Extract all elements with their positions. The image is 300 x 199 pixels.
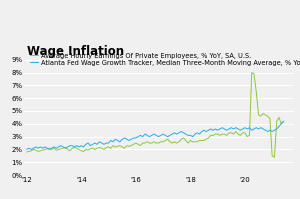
Atlanta Fed Wage Growth Tracker, Median Three-Month Moving Average, % YoY, U.S.: [25, 148, 28, 151]
Atlanta Fed Wage Growth Tracker, Median Three-Month Moving Average, % YoY, U.S.: [98, 140, 101, 143]
Atlanta Fed Wage Growth Tracker, Median Three-Month Moving Average, % YoY, U.S.: [55, 147, 58, 149]
Atlanta Fed Wage Growth Tracker, Median Three-Month Moving Average, % YoY, U.S.: [191, 136, 194, 138]
Atlanta Fed Wage Growth Tracker, Median Three-Month Moving Average, % YoY, U.S.: [95, 143, 99, 145]
Atlanta Fed Wage Growth Tracker, Median Three-Month Moving Average, % YoY, U.S.: [282, 120, 285, 122]
Atlanta Fed Wage Growth Tracker, Median Three-Month Moving Average, % YoY, U.S.: [220, 127, 224, 129]
Average Hourly Earnings Of Private Employees, % YoY, SA, U.S.: [282, 120, 285, 122]
Legend: Average Hourly Earnings Of Private Employees, % YoY, SA, U.S., Atlanta Fed Wage : Average Hourly Earnings Of Private Emplo…: [30, 53, 300, 66]
Average Hourly Earnings Of Private Employees, % YoY, SA, U.S.: [125, 144, 128, 147]
Average Hourly Earnings Of Private Employees, % YoY, SA, U.S.: [250, 71, 253, 74]
Average Hourly Earnings Of Private Employees, % YoY, SA, U.S.: [220, 133, 224, 135]
Atlanta Fed Wage Growth Tracker, Median Three-Month Moving Average, % YoY, U.S.: [125, 138, 128, 140]
Line: Atlanta Fed Wage Growth Tracker, Median Three-Month Moving Average, % YoY, U.S.: Atlanta Fed Wage Growth Tracker, Median …: [27, 121, 284, 149]
Average Hourly Earnings Of Private Employees, % YoY, SA, U.S.: [273, 156, 276, 158]
Text: Wage Inflation: Wage Inflation: [27, 45, 124, 58]
Average Hourly Earnings Of Private Employees, % YoY, SA, U.S.: [55, 149, 58, 151]
Average Hourly Earnings Of Private Employees, % YoY, SA, U.S.: [191, 140, 194, 143]
Average Hourly Earnings Of Private Employees, % YoY, SA, U.S.: [98, 146, 101, 149]
Average Hourly Earnings Of Private Employees, % YoY, SA, U.S.: [25, 151, 28, 153]
Average Hourly Earnings Of Private Employees, % YoY, SA, U.S.: [95, 147, 99, 149]
Line: Average Hourly Earnings Of Private Employees, % YoY, SA, U.S.: Average Hourly Earnings Of Private Emplo…: [27, 72, 284, 157]
